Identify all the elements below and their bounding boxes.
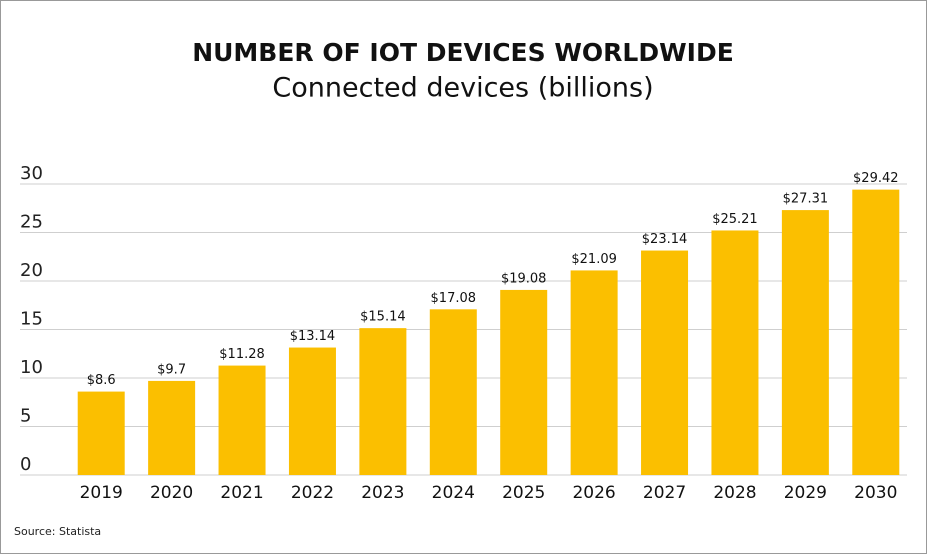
- bar: [781, 210, 829, 475]
- bar: [77, 391, 125, 475]
- bar: [570, 270, 618, 475]
- value-label: $13.14: [290, 329, 336, 344]
- value-label: $29.42: [853, 171, 899, 186]
- y-tick-label: 10: [20, 357, 43, 378]
- bar: [359, 328, 407, 475]
- value-label: $27.31: [783, 192, 829, 207]
- bar: [429, 309, 477, 475]
- chart-title: NUMBER OF IOT DEVICES WORLDWIDE: [192, 38, 734, 67]
- y-tick-label: 30: [20, 163, 43, 184]
- value-label: $11.28: [219, 347, 265, 362]
- x-tick-label: 2021: [220, 483, 263, 503]
- value-label: $21.09: [571, 252, 617, 267]
- value-label: $17.08: [431, 291, 477, 306]
- x-tick-label: 2028: [713, 483, 756, 503]
- value-label: $15.14: [360, 310, 406, 325]
- bar: [148, 380, 196, 475]
- bar: [711, 230, 759, 475]
- chart-subtitle: Connected devices (billions): [272, 73, 653, 104]
- x-tick-label: 2025: [502, 483, 545, 503]
- bar: [218, 365, 266, 475]
- value-label: $19.08: [501, 271, 547, 286]
- x-tick-label: 2019: [80, 483, 123, 503]
- y-tick-label: 0: [20, 454, 31, 475]
- y-tick-label: 5: [20, 406, 31, 427]
- y-tick-label: 15: [20, 309, 43, 330]
- value-label: $23.14: [642, 232, 688, 247]
- bar: [641, 250, 689, 475]
- x-tick-label: 2024: [432, 483, 475, 503]
- bar: [852, 189, 900, 475]
- y-tick-label: 20: [20, 260, 43, 281]
- value-label: $8.6: [87, 373, 116, 388]
- bar: [500, 289, 548, 475]
- x-tick-label: 2023: [361, 483, 404, 503]
- value-label: $9.7: [157, 362, 186, 377]
- x-tick-label: 2020: [150, 483, 193, 503]
- y-tick-label: 25: [20, 212, 43, 233]
- x-tick-label: 2027: [643, 483, 686, 503]
- bar: [288, 347, 336, 475]
- x-tick-label: 2029: [784, 483, 827, 503]
- x-tick-label: 2022: [291, 483, 334, 503]
- value-label: $25.21: [712, 212, 758, 227]
- x-tick-label: 2026: [572, 483, 615, 503]
- x-tick-label: 2030: [854, 483, 897, 503]
- source: Source: Statista: [14, 525, 101, 538]
